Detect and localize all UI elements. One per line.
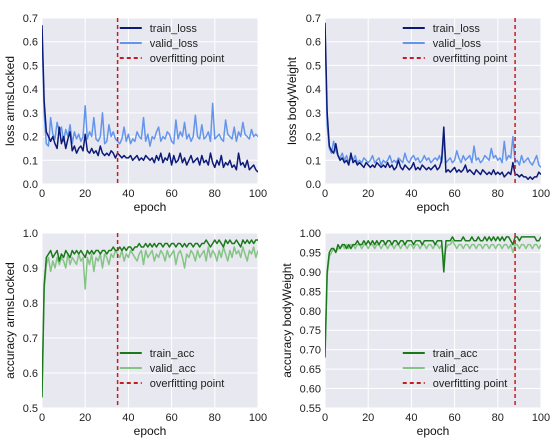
series-line-train_acc bbox=[325, 236, 541, 358]
legend-label: overfitting point bbox=[433, 53, 508, 65]
chart-panel-accuracy-armsLocked: 0 20 40 60 80 100 0.5 0.6 0.7 0.8 0.9 1.0 epoch accur… bbox=[3, 228, 267, 438]
y-axis-label: loss armsLocked bbox=[3, 56, 17, 146]
y-tick-label: 0.0 bbox=[23, 179, 38, 191]
x-tick-label: 40 bbox=[405, 188, 417, 200]
y-tick-label: 0.2 bbox=[306, 132, 321, 144]
y-tick-label: 0.90 bbox=[300, 267, 321, 279]
x-tick-label: 0 bbox=[39, 188, 45, 200]
x-tick-label: 0 bbox=[322, 188, 328, 200]
y-tick-label: 0.55 bbox=[300, 403, 321, 415]
x-axis-label: epoch bbox=[134, 424, 167, 438]
y-tick-label: 0.80 bbox=[300, 306, 321, 318]
y-tick-label: 0.6 bbox=[23, 37, 38, 49]
legend-label: train_loss bbox=[150, 23, 198, 35]
legend-label: overfitting point bbox=[150, 53, 225, 65]
x-axis-label: epoch bbox=[417, 424, 450, 438]
y-axis-label: accuracy armsLocked bbox=[3, 262, 17, 379]
y-tick-label: 1.0 bbox=[23, 228, 38, 240]
y-tick-label: 0.3 bbox=[23, 108, 38, 120]
x-tick-label: 80 bbox=[492, 412, 504, 424]
series-line-valid_loss bbox=[42, 29, 258, 147]
x-tick-label: 100 bbox=[249, 412, 267, 424]
y-tick-label: 0.65 bbox=[300, 364, 321, 376]
y-tick-label: 0.2 bbox=[23, 132, 38, 144]
x-tick-label: 20 bbox=[79, 412, 91, 424]
y-tick-label: 0.75 bbox=[300, 325, 321, 337]
x-tick-label: 40 bbox=[122, 412, 134, 424]
plot-background bbox=[42, 233, 258, 408]
x-tick-label: 40 bbox=[405, 412, 417, 424]
y-tick-label: 0.85 bbox=[300, 286, 321, 298]
x-tick-label: 0 bbox=[322, 412, 328, 424]
y-tick-label: 0.7 bbox=[23, 13, 38, 25]
series-line-train_loss bbox=[325, 22, 541, 181]
legend-label: valid_loss bbox=[433, 38, 482, 50]
legend-label: overfitting point bbox=[433, 378, 508, 390]
plot-background bbox=[325, 18, 541, 184]
x-tick-label: 100 bbox=[249, 188, 267, 200]
x-tick-label: 80 bbox=[492, 188, 504, 200]
x-tick-label: 100 bbox=[532, 188, 550, 200]
x-tick-label: 20 bbox=[79, 188, 91, 200]
x-tick-label: 20 bbox=[362, 188, 374, 200]
y-tick-label: 0.7 bbox=[23, 333, 38, 345]
series-line-train_loss bbox=[42, 25, 258, 173]
y-tick-label: 0.5 bbox=[23, 60, 38, 72]
y-tick-label: 0.4 bbox=[306, 84, 321, 96]
x-tick-label: 60 bbox=[165, 412, 177, 424]
x-tick-label: 80 bbox=[209, 188, 221, 200]
legend-label: valid_acc bbox=[433, 363, 479, 375]
y-tick-label: 0.9 bbox=[23, 263, 38, 275]
legend-label: train_acc bbox=[433, 348, 478, 360]
x-tick-label: 60 bbox=[448, 412, 460, 424]
y-axis-label: loss bodyWeight bbox=[285, 56, 299, 144]
y-tick-label: 0.8 bbox=[23, 298, 38, 310]
plot-background bbox=[325, 233, 541, 408]
y-tick-label: 0.60 bbox=[300, 384, 321, 396]
y-tick-label: 0.7 bbox=[306, 13, 321, 25]
y-tick-label: 1.00 bbox=[300, 228, 321, 240]
x-tick-label: 100 bbox=[532, 412, 550, 424]
y-tick-label: 0.1 bbox=[306, 155, 321, 167]
x-axis-label: epoch bbox=[417, 200, 450, 214]
legend-label: valid_acc bbox=[150, 363, 196, 375]
legend-label: train_loss bbox=[433, 23, 481, 35]
legend-label: valid_loss bbox=[150, 38, 199, 50]
y-tick-label: 0.70 bbox=[300, 345, 321, 357]
y-tick-label: 0.4 bbox=[23, 84, 38, 96]
chart-panel-accuracy-bodyWeight: 0 20 40 60 80 100 0.55 0.60 0.65 0.70 0.75 0.80 0.85… bbox=[280, 228, 550, 438]
y-tick-label: 0.5 bbox=[23, 403, 38, 415]
series-line-valid_loss bbox=[325, 27, 541, 168]
y-tick-label: 0.5 bbox=[306, 60, 321, 72]
x-tick-label: 40 bbox=[122, 188, 134, 200]
y-tick-label: 0.6 bbox=[23, 368, 38, 380]
y-axis-label: accuracy bodyWeight bbox=[280, 263, 294, 378]
x-tick-label: 20 bbox=[362, 412, 374, 424]
legend-label: train_acc bbox=[150, 348, 195, 360]
chart-panel-loss-armsLocked: 0 20 40 60 80 100 0.0 0.1 0.2 0.3 0.4 0.5 0.6 0.7 epoc… bbox=[3, 13, 267, 214]
y-tick-label: 0.95 bbox=[300, 247, 321, 259]
y-tick-label: 0.6 bbox=[306, 37, 321, 49]
x-tick-label: 60 bbox=[165, 188, 177, 200]
x-tick-label: 60 bbox=[448, 188, 460, 200]
series-line-train_acc bbox=[42, 239, 258, 398]
y-tick-label: 0.0 bbox=[306, 179, 321, 191]
x-tick-label: 0 bbox=[39, 412, 45, 424]
legend-label: overfitting point bbox=[150, 378, 225, 390]
x-tick-label: 80 bbox=[209, 412, 221, 424]
series-line-valid_acc bbox=[325, 240, 541, 350]
series-line-valid_acc bbox=[42, 246, 258, 391]
y-tick-label: 0.3 bbox=[306, 108, 321, 120]
chart-panel-loss-bodyWeight: 0 20 40 60 80 100 0.0 0.1 0.2 0.3 0.4 0.5 0.6 0.7 epoc… bbox=[285, 13, 550, 214]
y-tick-label: 0.1 bbox=[23, 155, 38, 167]
x-axis-label: epoch bbox=[134, 200, 167, 214]
